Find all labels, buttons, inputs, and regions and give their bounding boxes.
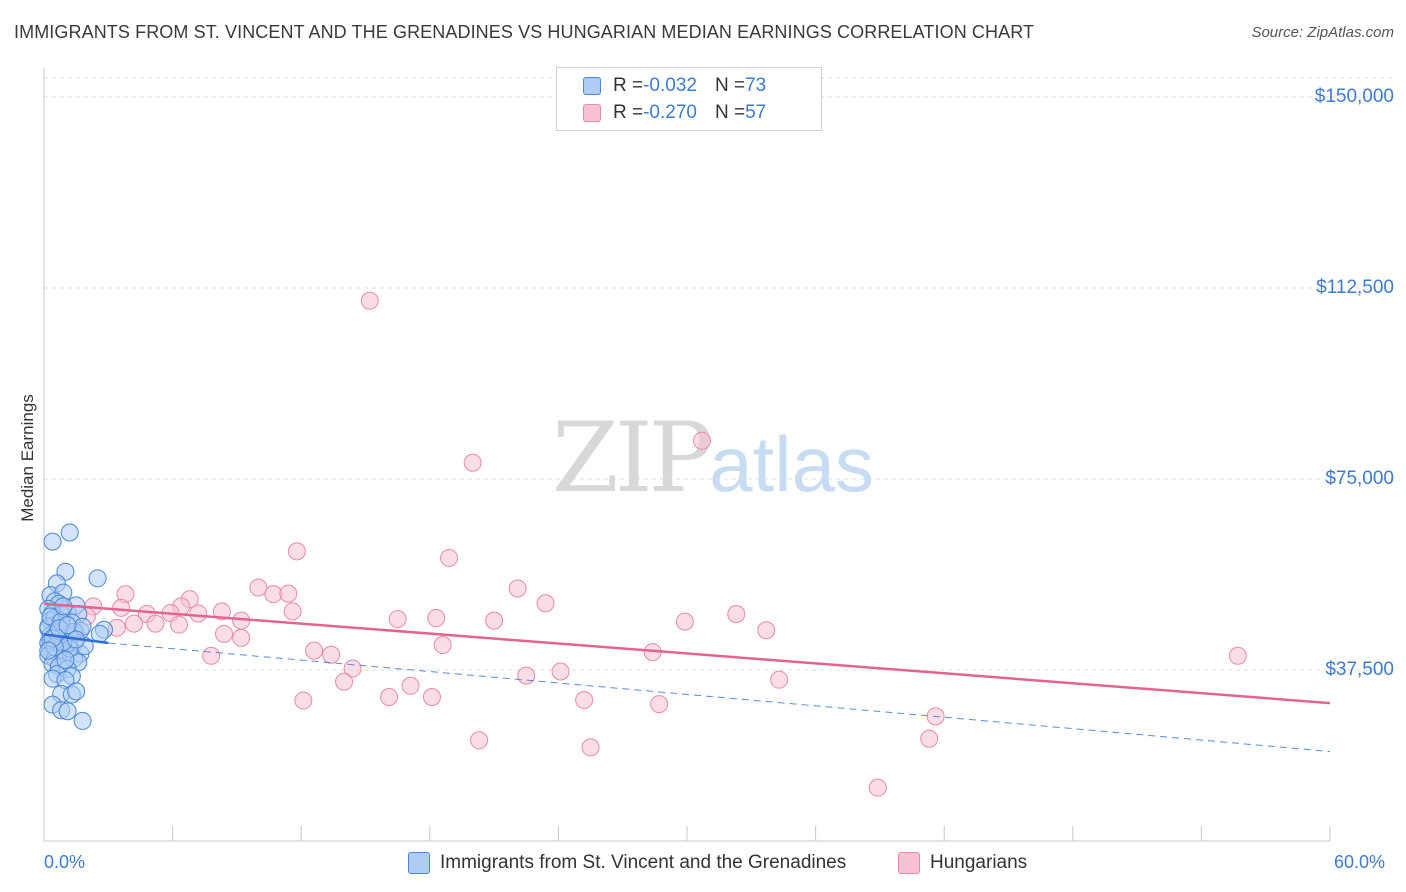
hungarians-point <box>675 612 694 631</box>
x-tick-label-min: 0.0% <box>44 852 86 872</box>
hungarians-point <box>189 604 208 623</box>
legend-r-label: R = <box>613 102 644 123</box>
axes <box>43 68 1331 842</box>
hungarians-point <box>536 594 555 613</box>
legend-r-value: -0.270 <box>643 102 697 123</box>
hungarians-point <box>322 645 341 664</box>
immigrants-point <box>56 650 75 669</box>
hungarians-point <box>868 778 887 797</box>
hungarians-point <box>508 579 527 598</box>
hungarians-point <box>551 662 570 681</box>
hungarians-point <box>279 584 298 603</box>
hungarians-point <box>575 691 594 710</box>
hungarians-point <box>463 453 482 472</box>
hungarians-point <box>650 695 669 714</box>
hungarians-point <box>770 670 789 689</box>
immigrants-point <box>67 682 86 701</box>
hungarians-point <box>517 666 536 685</box>
hungarians-point <box>125 614 144 633</box>
hungarians-point <box>170 615 189 634</box>
immigrants-trend-solid <box>43 633 109 645</box>
legend-r-value: -0.032 <box>643 75 697 96</box>
hungarians-point <box>440 548 459 567</box>
legend-n-label: N = <box>714 75 746 96</box>
hungarians-point <box>693 431 712 450</box>
hungarians-point <box>1228 646 1247 665</box>
immigrants-point <box>58 702 77 721</box>
legend-swatch-blue <box>583 77 601 95</box>
legend-swatch-pink <box>583 104 601 122</box>
immigrants-point <box>58 616 77 635</box>
legend-n-label: N = <box>714 102 746 123</box>
hungarians-point <box>433 636 452 655</box>
y-tick-label: $75,000 <box>1325 468 1394 489</box>
legend-r-label: R = <box>613 75 644 96</box>
hungarians-point <box>388 610 407 629</box>
y-tick-label: $150,000 <box>1314 86 1394 107</box>
series-name-immigrants: Immigrants from St. Vincent and the Gren… <box>440 852 847 873</box>
immigrants-point <box>73 711 92 730</box>
immigrants-point <box>60 523 79 542</box>
hungarians-point <box>727 604 746 623</box>
y-tick-label: $37,500 <box>1325 659 1394 680</box>
series-legend-hungarians: Hungarians <box>898 852 1027 874</box>
immigrants-point <box>88 569 107 588</box>
watermark: ZIPatlas <box>552 402 874 514</box>
hungarians-point <box>232 628 251 647</box>
hungarians-point <box>470 731 489 750</box>
series-swatch-pink <box>898 852 920 874</box>
x-tick-label-max: 60.0% <box>1334 852 1386 872</box>
watermark-atlas: atlas <box>709 420 874 508</box>
hungarians-point <box>294 691 313 710</box>
hungarians-point <box>283 602 302 621</box>
hungarians-point <box>112 598 131 617</box>
y-tick-label: $112,500 <box>1316 277 1394 298</box>
watermark-zip: ZIP <box>552 402 713 514</box>
hungarians-point <box>287 542 306 561</box>
hungarians-point <box>920 729 939 748</box>
hungarians-point <box>335 672 354 691</box>
immigrants-point <box>90 624 109 643</box>
grid-lines <box>44 77 1395 671</box>
hungarians-point <box>380 687 399 706</box>
hungarians-point <box>146 614 165 633</box>
hungarians-points <box>67 291 1247 797</box>
svg-immigrants-points <box>39 523 114 730</box>
hungarians-point <box>202 646 221 665</box>
y-axis-label: Median Earnings <box>18 394 37 522</box>
hungarians-point <box>757 621 776 640</box>
series-legend-immigrants: Immigrants from St. Vincent and the Gren… <box>408 852 846 874</box>
series-swatch-blue <box>408 852 430 874</box>
hungarians-point <box>249 578 268 597</box>
legend-row-hungarians: R = -0.270 N = 57 <box>583 101 766 125</box>
hungarians-point <box>360 291 379 310</box>
hungarians-point <box>212 602 231 621</box>
hungarians-point <box>305 641 324 660</box>
hungarians-point <box>581 738 600 757</box>
hungarians-point <box>422 687 441 706</box>
chart-title: IMMIGRANTS FROM ST. VINCENT AND THE GREN… <box>14 22 1035 42</box>
immigrants-trend-dashed <box>108 642 1331 752</box>
correlation-legend: R = -0.032 N = 73 R = -0.270 N = 57 <box>556 67 822 131</box>
series-name-hungarians: Hungarians <box>930 852 1028 873</box>
hungarians-point <box>401 676 420 695</box>
trend-lines <box>43 602 1331 752</box>
hungarians-trend-line <box>43 602 1331 705</box>
legend-n-value: 57 <box>745 102 767 123</box>
hungarians-point <box>215 624 234 643</box>
immigrants-point <box>43 532 62 551</box>
hungarians-point <box>264 585 283 604</box>
hungarians-point <box>485 611 504 630</box>
immigrants-point <box>39 641 58 660</box>
hungarians-point <box>427 609 446 628</box>
source-credit: Source: ZipAtlas.com <box>1251 24 1394 41</box>
legend-n-value: 73 <box>745 75 767 96</box>
legend-row-immigrants: R = -0.032 N = 73 <box>583 74 766 98</box>
